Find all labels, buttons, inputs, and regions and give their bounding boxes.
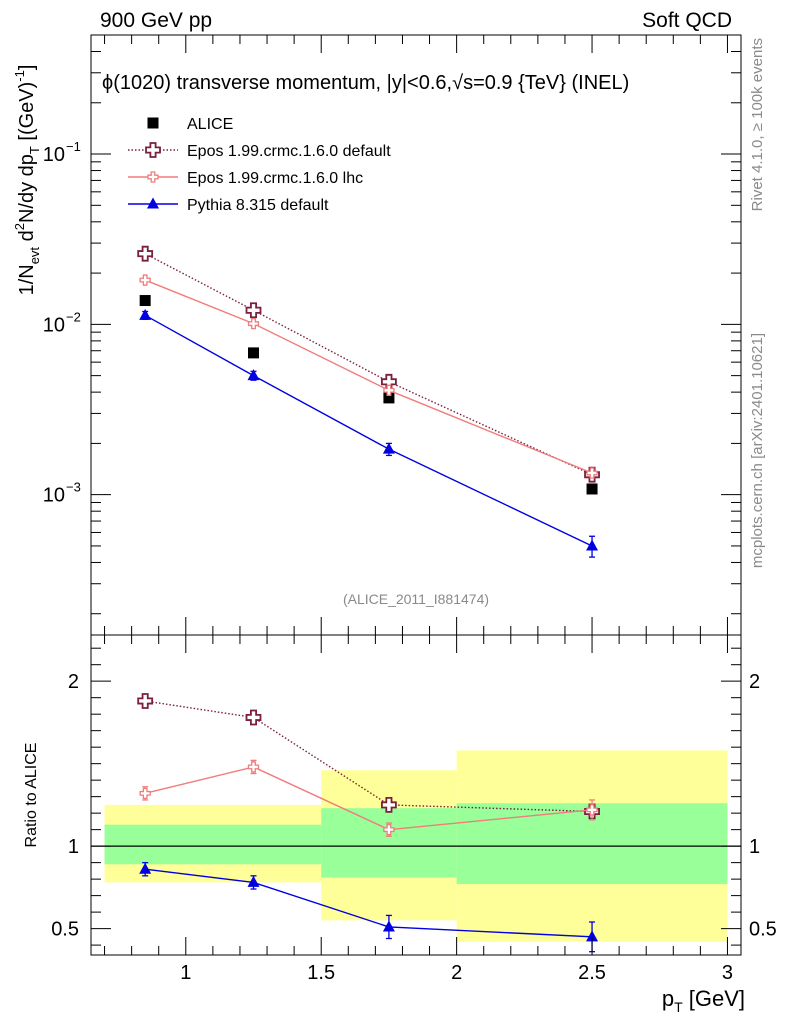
header-right: Soft QCD bbox=[642, 9, 732, 32]
main-point-pythia-8-315-default bbox=[247, 369, 260, 381]
ratio-point-pythia-8-315-default bbox=[139, 862, 152, 874]
ratio-point-epos-1-99-crmc-1-6-0-default bbox=[245, 709, 262, 726]
main-panel: 10−110−210−3 ϕ(1020) transverse momentum… bbox=[12, 34, 742, 636]
ratio-ytick-label: 0.5 bbox=[51, 919, 79, 941]
ratio-line-pythia-8-315-default bbox=[145, 868, 593, 938]
main-ytick-label: 10 bbox=[43, 485, 65, 507]
legend-label: Pythia 8.315 default bbox=[187, 197, 329, 214]
main-point-pythia-8-315-default bbox=[586, 539, 599, 551]
main-point-alice bbox=[248, 347, 259, 359]
ratio-point-epos-1-99-crmc-1-6-0-default bbox=[381, 796, 397, 813]
ratio-point-epos-1-99-crmc-1-6-0-lhc bbox=[383, 823, 395, 836]
main-point-epos-1-99-crmc-1-6-0-default bbox=[245, 302, 262, 319]
main-point-pythia-8-315-default bbox=[139, 308, 152, 320]
ylabel-p5: T bbox=[27, 146, 42, 154]
main-ytick-label: 10 bbox=[43, 144, 65, 166]
main-ytick-exponent: −1 bbox=[66, 139, 81, 154]
main-point-epos-1-99-crmc-1-6-0-lhc bbox=[586, 467, 598, 479]
main-point-epos-1-99-crmc-1-6-0-lhc bbox=[247, 317, 260, 330]
ratio-ytick-label: 1 bbox=[68, 836, 79, 858]
xlabel-p2: [GeV] bbox=[683, 986, 745, 1011]
ylabel-p1: evt bbox=[27, 247, 42, 265]
legend-marker bbox=[145, 142, 161, 158]
ratio-ytick-label-right: 1 bbox=[749, 836, 760, 858]
ratio-xtick-label: 1 bbox=[180, 962, 191, 984]
ratio-panel: 0.5 0.5 1 1 2 2 1 1.5 2 2.5 3 Ratio to ALICE pT [G… bbox=[23, 634, 777, 1015]
title-part-1: ϕ(1020) transverse momentum, |y|<0.6, bbox=[102, 72, 452, 94]
x-axis-label: pT [GeV] bbox=[662, 986, 745, 1015]
legend-label: Epos 1.99.crmc.1.6.0 default bbox=[187, 143, 391, 160]
mcplots-label: mcplots.cern.ch [arXiv:2401.10621] bbox=[749, 333, 766, 568]
ylabel-p0: 1/N bbox=[16, 264, 38, 295]
legend: ALICE Epos 1.99.crmc.1.6.0 default Epos 1.… bbox=[128, 116, 391, 214]
ratio-point-pythia-8-315-default bbox=[247, 875, 260, 887]
main-ytick-exponent: −2 bbox=[66, 309, 81, 324]
ratio-line-epos-1-99-crmc-1-6-0-default bbox=[145, 700, 593, 813]
ylabel-p3: 2 bbox=[12, 223, 27, 230]
ratio-ytick-label: 2 bbox=[68, 671, 79, 693]
ratio-point-pythia-8-315-default bbox=[382, 920, 395, 932]
main-ytick-exponent: −3 bbox=[66, 480, 81, 495]
ylabel-p7: -1 bbox=[12, 70, 27, 82]
main-ytick-label: 10 bbox=[43, 314, 65, 336]
main-point-alice bbox=[383, 392, 395, 404]
ratio-frame bbox=[90, 634, 742, 956]
analysis-id: (ALICE_2011_I881474) bbox=[343, 591, 489, 607]
main-point-alice bbox=[139, 295, 151, 307]
ratio-xtick-label: 3 bbox=[722, 962, 733, 984]
main-point-alice bbox=[586, 483, 598, 495]
ratio-point-epos-1-99-crmc-1-6-0-default bbox=[137, 693, 154, 709]
legend-label: Epos 1.99.crmc.1.6.0 lhc bbox=[187, 170, 363, 187]
title-sqrt: √ bbox=[452, 72, 463, 94]
xlabel-p0: p bbox=[662, 986, 674, 1011]
ratio-ylabel: Ratio to ALICE bbox=[23, 743, 40, 848]
main-line-epos-1-99-crmc-1-6-0-lhc bbox=[144, 279, 593, 474]
ratio-point-epos-1-99-crmc-1-6-0-lhc bbox=[586, 804, 598, 816]
ratio-xtick-label: 1.5 bbox=[307, 962, 335, 984]
ratio-point-epos-1-99-crmc-1-6-0-lhc bbox=[139, 787, 151, 800]
main-line-pythia-8-315-default bbox=[144, 314, 593, 547]
ratio-line-epos-1-99-crmc-1-6-0-lhc bbox=[145, 766, 593, 831]
ratio-point-epos-1-99-crmc-1-6-0-lhc bbox=[247, 761, 260, 773]
main-point-epos-1-99-crmc-1-6-0-lhc bbox=[139, 274, 151, 286]
legend-label: ALICE bbox=[187, 116, 233, 133]
main-line-epos-1-99-crmc-1-6-0-default bbox=[144, 253, 593, 476]
header-left: 900 GeV pp bbox=[100, 9, 212, 32]
main-point-pythia-8-315-default bbox=[382, 442, 395, 454]
main-ylabel: 1/Nevt d2N/dy dpT [(GeV)-1] bbox=[12, 65, 42, 296]
ylabel-p2: d bbox=[16, 230, 38, 247]
legend-marker bbox=[147, 197, 159, 209]
ratio-ytick-label-right: 0.5 bbox=[749, 919, 777, 941]
ylabel-p6: [(GeV) bbox=[16, 82, 38, 146]
ylabel-p4: N/dy dp bbox=[16, 154, 38, 223]
main-point-epos-1-99-crmc-1-6-0-lhc bbox=[383, 384, 395, 396]
legend-marker bbox=[147, 171, 159, 183]
ratio-band-green bbox=[104, 824, 322, 865]
ratio-band-green bbox=[321, 808, 457, 878]
plot-title: ϕ(1020) transverse momentum, |y|<0.6,√s=… bbox=[102, 72, 629, 94]
ratio-ytick-label-right: 2 bbox=[749, 671, 760, 693]
ratio-xtick-label: 2 bbox=[451, 962, 462, 984]
ratio-xtick-label: 2.5 bbox=[578, 962, 606, 984]
xlabel-p1: T bbox=[674, 999, 683, 1015]
ratio-point-pythia-8-315-default bbox=[586, 930, 599, 942]
ylabel-p8: ] bbox=[16, 65, 38, 71]
title-part-2: s=0.9 {TeV} (INEL) bbox=[463, 72, 629, 94]
main-point-epos-1-99-crmc-1-6-0-default bbox=[137, 245, 154, 262]
rivet-label: Rivet 4.1.0, ≥ 100k events bbox=[749, 38, 766, 211]
legend-marker bbox=[147, 117, 159, 129]
